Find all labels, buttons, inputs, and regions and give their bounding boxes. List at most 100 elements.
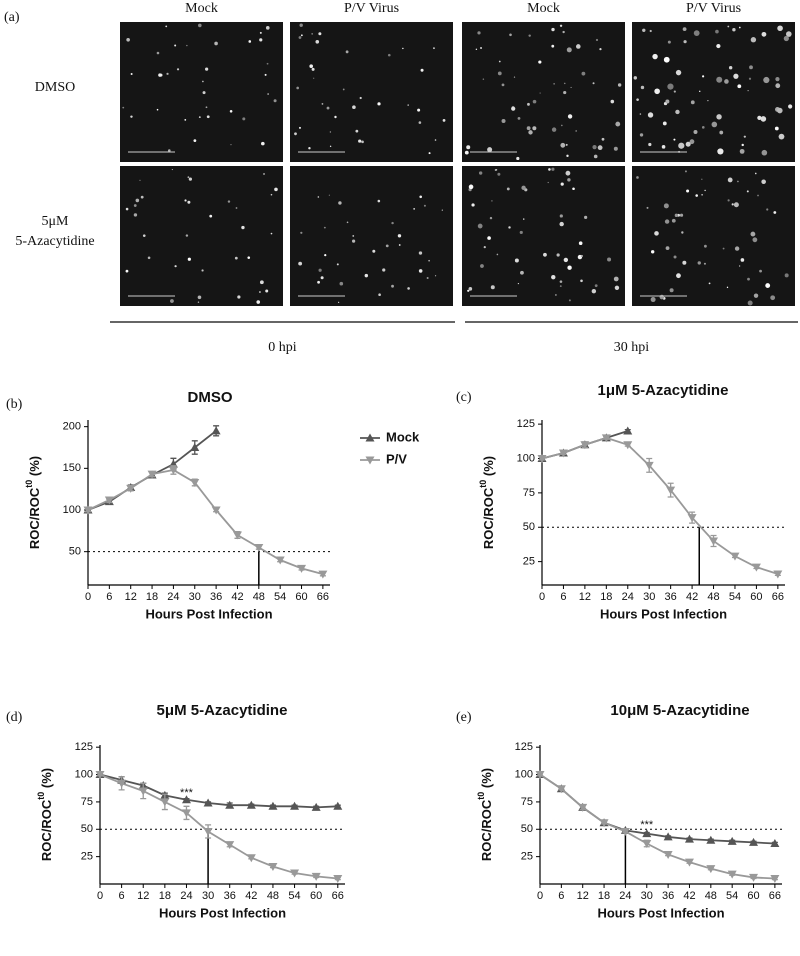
y-tick-label: 100 xyxy=(75,768,93,780)
data-point xyxy=(773,570,783,579)
cell xyxy=(433,47,435,50)
cell xyxy=(355,129,359,133)
cell xyxy=(237,295,241,299)
cell xyxy=(551,27,555,32)
cell xyxy=(483,246,486,249)
cell xyxy=(675,109,680,115)
data-point xyxy=(537,455,547,463)
data-point xyxy=(642,840,652,849)
cell xyxy=(361,140,364,144)
cell xyxy=(391,221,394,225)
cell xyxy=(595,38,599,42)
x-tick-label: 66 xyxy=(772,591,784,603)
cell xyxy=(681,231,684,234)
x-tick-label: 60 xyxy=(747,890,759,902)
cell xyxy=(617,83,622,87)
cell xyxy=(423,204,426,207)
cell xyxy=(490,285,495,290)
cell xyxy=(266,62,269,65)
data-point xyxy=(644,461,654,470)
x-tick-label: 12 xyxy=(125,591,137,603)
cell xyxy=(428,259,430,262)
cell xyxy=(747,277,750,281)
cell xyxy=(329,131,332,133)
cell xyxy=(556,253,560,257)
x-tick-label: 42 xyxy=(245,890,257,902)
cell xyxy=(568,299,571,302)
x-tick-label: 0 xyxy=(539,591,545,603)
row-label: DMSO xyxy=(35,80,75,95)
cell xyxy=(684,170,687,173)
cell xyxy=(142,234,146,237)
cell xyxy=(201,269,204,272)
cell xyxy=(165,25,168,28)
cell xyxy=(716,114,722,120)
x-tick-label: 54 xyxy=(274,591,286,603)
cell xyxy=(663,203,669,209)
y-tick-label: 50 xyxy=(523,521,535,533)
data-point xyxy=(297,564,307,573)
cell xyxy=(726,286,729,289)
cell xyxy=(346,221,349,224)
cell xyxy=(776,107,783,114)
cell xyxy=(122,106,125,109)
cell xyxy=(130,115,133,118)
cell xyxy=(140,195,144,199)
cell xyxy=(214,41,218,46)
x-tick-label: 54 xyxy=(726,890,738,902)
cell xyxy=(139,179,141,181)
cell xyxy=(313,77,315,79)
cell xyxy=(563,257,569,263)
y-tick-label: 125 xyxy=(515,741,533,753)
cell xyxy=(559,24,563,27)
cell xyxy=(669,288,674,293)
micrograph xyxy=(462,22,625,162)
cell xyxy=(739,148,745,154)
y-tick-label: 100 xyxy=(63,504,81,516)
cell xyxy=(576,44,581,49)
legend-label: P/V xyxy=(386,451,407,466)
cell xyxy=(753,293,759,298)
cell xyxy=(667,40,671,44)
cell xyxy=(773,211,777,214)
x-tick-label: 66 xyxy=(317,591,329,603)
cell xyxy=(636,98,639,101)
cell xyxy=(659,294,665,300)
cell xyxy=(398,244,401,246)
cell xyxy=(300,34,303,37)
x-tick-label: 0 xyxy=(97,890,103,902)
cell xyxy=(774,126,779,131)
cell xyxy=(205,106,208,109)
cell xyxy=(342,88,345,91)
cell xyxy=(198,116,201,119)
cell xyxy=(519,230,523,235)
cell xyxy=(385,244,389,248)
cell xyxy=(338,201,342,205)
cell xyxy=(185,234,189,237)
cell xyxy=(372,249,376,253)
cell xyxy=(592,82,595,85)
cell xyxy=(678,142,685,149)
timepoint-label: 0 hpi xyxy=(268,340,297,355)
cell xyxy=(693,130,698,135)
cell xyxy=(783,35,789,42)
x-tick-label: 30 xyxy=(202,890,214,902)
cell xyxy=(321,103,324,105)
cell xyxy=(418,269,423,273)
series-line xyxy=(99,773,338,809)
x-tick-label: 66 xyxy=(332,890,344,902)
y-label-unit: (%) xyxy=(479,768,494,788)
cell xyxy=(601,137,605,141)
cell xyxy=(711,121,718,128)
cell xyxy=(724,79,729,84)
cell xyxy=(489,216,493,220)
y-label-text: ROC/ROC xyxy=(479,799,494,861)
cell xyxy=(567,265,572,270)
cell xyxy=(133,213,138,217)
y-label-text: ROC/ROC xyxy=(39,799,54,861)
cell xyxy=(147,256,151,260)
cell xyxy=(593,154,598,159)
data-point xyxy=(599,819,609,828)
data-point xyxy=(138,787,148,796)
chart-title: 5μM 5-Azacytidine xyxy=(157,702,288,719)
